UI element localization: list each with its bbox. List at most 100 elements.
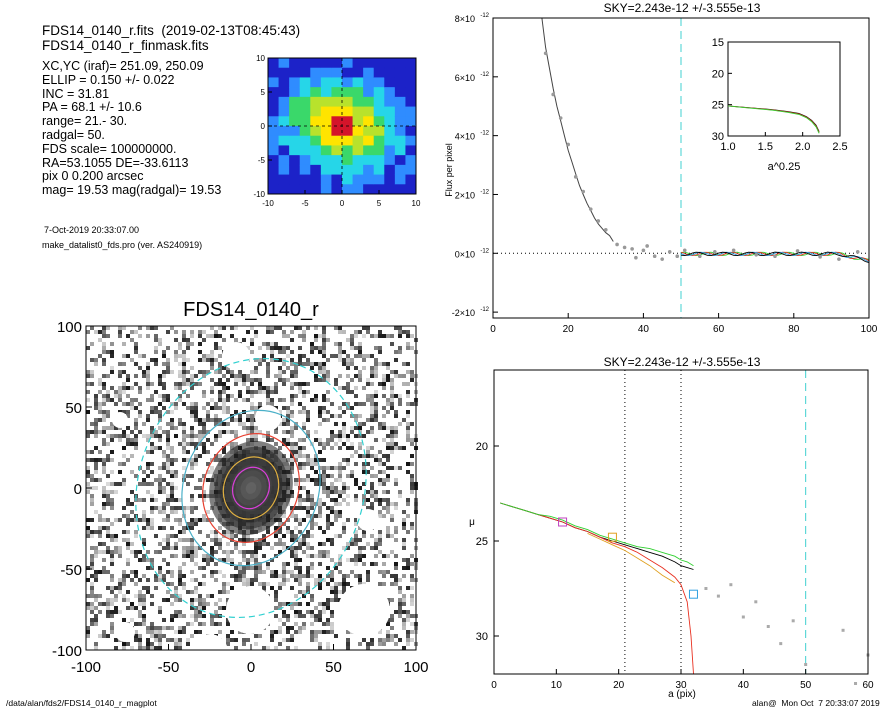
image-pixel (94, 574, 98, 578)
image-pixel (410, 602, 414, 606)
image-pixel (282, 514, 286, 518)
image-pixel (86, 534, 90, 538)
thumbnail-cell (405, 155, 417, 166)
image-pixel (282, 358, 286, 362)
image-pixel (390, 442, 394, 446)
image-pixel (186, 338, 190, 342)
profile-point (741, 615, 745, 619)
image-pixel (202, 518, 206, 522)
image-pixel (354, 574, 358, 578)
image-pixel (238, 630, 242, 634)
image-pixel (162, 546, 166, 550)
image-pixel (110, 562, 114, 566)
image-pixel (102, 362, 106, 366)
image-pixel (166, 362, 170, 366)
image-pixel (222, 338, 226, 342)
image-pixel (110, 590, 114, 594)
image-pixel (354, 426, 358, 430)
image-pixel (142, 518, 146, 522)
image-pixel (274, 570, 278, 574)
image-pixel (386, 570, 390, 574)
image-pixel (194, 630, 198, 634)
thumbnail-cell (384, 184, 396, 195)
image-pixel (226, 598, 230, 602)
image-pixel (298, 566, 302, 570)
sky-point (855, 250, 860, 254)
image-pixel (226, 558, 230, 562)
image-pixel (378, 482, 382, 486)
image-pixel (126, 426, 130, 430)
image-pixel (122, 570, 126, 574)
image-pixel (258, 570, 262, 574)
image-pixel (290, 446, 294, 450)
image-pixel (314, 346, 318, 350)
thumbnail-cells (268, 58, 417, 195)
image-pixel (314, 478, 318, 482)
image-pixel (410, 346, 414, 350)
image-pixel (130, 402, 134, 406)
image-pixel (390, 534, 394, 538)
image-pixel (198, 594, 202, 598)
image-pixel (254, 410, 258, 414)
mask-title: FDS14_0140_r_finmask.fits (42, 38, 209, 53)
image-pixel (354, 534, 358, 538)
image-pixel (138, 414, 142, 418)
thumbnail-cell (278, 135, 290, 146)
image-pixel (214, 434, 218, 438)
image-pixel (202, 614, 206, 618)
image-pixel (158, 426, 162, 430)
image-pixel (110, 366, 114, 370)
thumbnail-cell (363, 67, 375, 78)
image-pixel (146, 646, 150, 650)
image-pixel (118, 362, 122, 366)
image-pixel (118, 482, 122, 486)
image-pixel (114, 546, 118, 550)
image-pixel (210, 470, 214, 474)
image-pixel (386, 454, 390, 458)
image-pixel (102, 410, 106, 414)
thumbnail-cell (394, 96, 406, 108)
image-pixel (126, 598, 130, 602)
image-pixel (246, 638, 250, 642)
image-pixel (306, 430, 310, 434)
image-pixel (94, 606, 98, 610)
image-pixel (250, 422, 254, 426)
thumbnail-cell (394, 77, 406, 88)
image-pixel (270, 638, 274, 642)
image-pixel (178, 386, 182, 390)
image-pixel (126, 606, 130, 610)
image-pixel (378, 350, 382, 354)
image-pixel (326, 606, 330, 610)
image-pixel (374, 498, 378, 502)
image-pixel (166, 466, 170, 470)
image-pixel (378, 642, 382, 646)
image-pixel (102, 518, 106, 522)
thumbnail-cell (268, 87, 280, 98)
image-pixel (118, 326, 122, 330)
image-pixel (378, 470, 382, 474)
image-pixel (390, 634, 394, 638)
image-pixel (246, 426, 250, 430)
image-pixel (110, 470, 114, 474)
image-pixel (86, 606, 90, 610)
image-pixel (406, 434, 410, 438)
thumbnail-cell (331, 135, 343, 146)
image-pixel (394, 526, 398, 530)
image-pixel (374, 438, 378, 442)
image-pixel (162, 394, 166, 398)
image-pixel (258, 582, 262, 586)
image-pixel (206, 554, 210, 558)
image-pixel (318, 366, 322, 370)
image-pixel (290, 506, 294, 510)
thumbnail-cell (320, 96, 332, 108)
image-pixel (162, 374, 166, 378)
image-pixel (314, 374, 318, 378)
image-pixel (134, 342, 138, 346)
thumbnail-cell (352, 87, 364, 98)
thumbnail-cell (289, 126, 301, 137)
image-pixel (314, 582, 318, 586)
image-pixel (394, 578, 398, 582)
image-pixel (286, 518, 290, 522)
image-pixel (310, 574, 314, 578)
image-pixel (394, 482, 398, 486)
